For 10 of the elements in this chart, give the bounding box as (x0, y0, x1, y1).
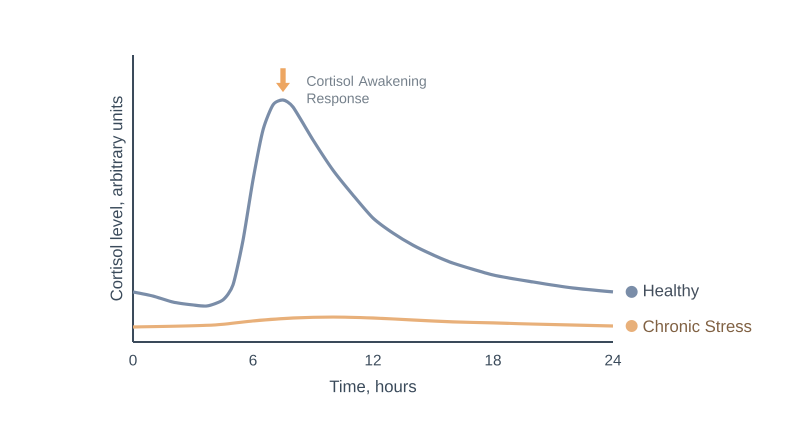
x-tick-label: 12 (366, 354, 381, 366)
x-tick-label: 0 (129, 354, 137, 366)
legend-label: Healthy (644, 284, 700, 300)
x-tick-label: 6 (250, 354, 257, 366)
x-tick-label: 24 (605, 354, 622, 366)
legend-label: Chronic Stress (643, 320, 752, 332)
y-axis-title: Cortisol level, arbitrary units (110, 96, 126, 300)
x-tick-label: 18 (486, 354, 501, 366)
annotation: Cortisol Awakening Response (307, 76, 426, 106)
x-axis-title: Time, hours (330, 380, 416, 394)
